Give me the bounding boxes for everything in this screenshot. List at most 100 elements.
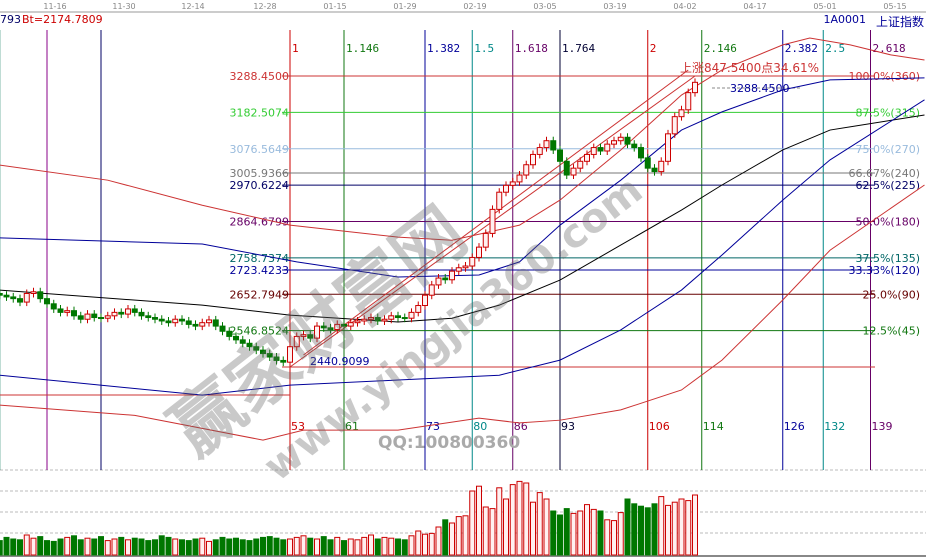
candle-down — [98, 317, 104, 320]
date-tick: 05-01 — [813, 2, 836, 11]
fib-time-ratio: 1.146 — [346, 42, 379, 55]
volume-bar — [64, 536, 71, 556]
volume-bar — [597, 510, 604, 556]
candle-down — [118, 311, 125, 315]
volume-bar — [300, 535, 307, 556]
date-tick: 03-19 — [603, 2, 626, 11]
fib-percent-label: 75.0%(270) — [855, 143, 920, 156]
candle-up — [692, 81, 698, 94]
volume-bar — [658, 496, 665, 556]
volume-bar — [111, 538, 118, 556]
volume-bar — [44, 540, 50, 556]
volume-bar — [381, 536, 388, 556]
volume-bar — [104, 540, 111, 556]
candle-up — [347, 322, 354, 327]
volume-bar — [570, 512, 577, 556]
volume-bar — [678, 498, 685, 556]
candle-down — [401, 317, 408, 320]
volume-bar — [158, 535, 165, 556]
candle-up — [665, 133, 671, 162]
candle-up — [462, 265, 469, 269]
volume-bar — [374, 538, 381, 556]
fib-price-label: 2864.6799 — [230, 216, 290, 229]
volume-bar — [273, 537, 280, 556]
volume-bar — [395, 538, 401, 556]
moving-average-line — [0, 184, 925, 441]
volume-bar — [98, 536, 104, 556]
candle-down — [50, 303, 57, 310]
candle-up — [104, 315, 111, 319]
volume-bar — [320, 536, 327, 556]
volume-bar — [671, 501, 678, 556]
fib-time-bar-label: 93 — [561, 420, 575, 433]
volume-bar — [185, 540, 192, 556]
candle-up — [671, 116, 678, 135]
candle-up — [64, 310, 71, 313]
fib-time-bar-label: 132 — [824, 420, 845, 433]
volume-bar — [91, 538, 98, 556]
fib-time-ratio: 1 — [292, 42, 299, 55]
candle-up — [611, 140, 617, 145]
candle-down — [219, 325, 226, 332]
volume-bar — [692, 494, 698, 556]
volume-bar — [624, 498, 631, 556]
fib-time-bar-label: 106 — [649, 420, 670, 433]
date-tick: 04-17 — [743, 2, 766, 11]
candle-up — [388, 315, 395, 320]
volume-bar — [543, 498, 550, 556]
volume-bar — [347, 538, 354, 556]
candle-down — [341, 323, 347, 327]
volume-bar — [368, 534, 374, 556]
volume-bar — [651, 503, 658, 556]
symbol-name[interactable]: 上证指数 — [875, 15, 924, 29]
volume-bar — [685, 500, 692, 556]
volume-bar — [476, 485, 482, 556]
volume-bar — [131, 537, 138, 556]
candle-up — [172, 318, 179, 324]
watermark-qq: QQ:100800360 — [378, 433, 520, 453]
volume-bar — [489, 508, 496, 556]
volume-bar — [293, 536, 300, 556]
volume-bar — [307, 537, 314, 556]
candle-down — [307, 334, 314, 339]
volume-bar — [496, 487, 503, 556]
candle-down — [550, 140, 557, 151]
volume-bar — [341, 540, 347, 556]
fib-price-label: 2970.6224 — [230, 179, 290, 192]
candle-down — [246, 342, 253, 348]
fib-price-label: 2546.8524 — [230, 325, 290, 338]
volume-bar — [563, 508, 570, 556]
volume-bar — [287, 538, 293, 556]
candle-up — [503, 184, 509, 193]
candle-down — [91, 313, 98, 319]
candle-down — [280, 359, 287, 363]
candle-up — [617, 136, 624, 142]
volume-bar — [611, 520, 617, 556]
volume-bar — [590, 508, 597, 556]
candle-up — [584, 153, 590, 162]
volume-bar — [462, 515, 469, 556]
fib-time-bar-label: 80 — [473, 420, 487, 433]
candle-up — [530, 153, 536, 166]
symbol-code[interactable]: 1A0001 — [823, 13, 866, 26]
candle-down — [395, 315, 401, 319]
fib-percent-label: 12.5%(45) — [862, 325, 920, 338]
volume-bar — [327, 539, 334, 556]
fib-price-label: 2723.4233 — [230, 264, 290, 277]
fib-time-ratio: 2.5 — [825, 42, 845, 55]
volume-bar — [422, 533, 428, 556]
volume-bar — [665, 504, 671, 556]
fib-time-ratio: 2 — [650, 42, 657, 55]
volume-bar — [415, 530, 422, 556]
candle-down — [179, 318, 185, 322]
volume-bar — [455, 516, 462, 556]
high-price-label: 3288.4500 — [730, 82, 790, 95]
candle-down — [239, 339, 246, 344]
candle-down — [192, 323, 199, 327]
candle-up — [300, 334, 307, 337]
header-code: 793 — [0, 13, 21, 26]
volume-bar — [145, 540, 152, 556]
candle-up — [577, 160, 584, 169]
volume-bar — [442, 519, 449, 556]
fib-percent-label: 25.0%(90) — [862, 288, 920, 301]
